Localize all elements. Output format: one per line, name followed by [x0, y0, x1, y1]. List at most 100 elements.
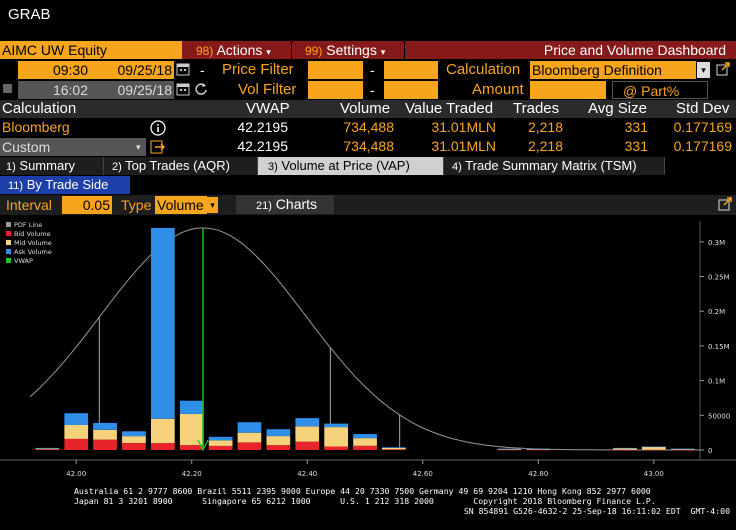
- calculation-select[interactable]: Bloomberg Definition: [530, 61, 696, 79]
- col-trades: Trades: [513, 100, 560, 117]
- tab-top-trades[interactable]: 2) Top Trades (AQR): [104, 157, 258, 175]
- bid-volume-bar: [179, 445, 204, 450]
- col-std-dev: Std Dev: [676, 100, 730, 117]
- mid-volume-bar: [266, 436, 291, 446]
- start-date-input[interactable]: 09/25/18: [92, 61, 174, 79]
- calculation-dropdown-button[interactable]: ▾: [697, 62, 710, 78]
- ask-volume-bar: [642, 446, 666, 448]
- y-tick-label: 0.25M: [708, 274, 730, 282]
- price-filter-max-input[interactable]: [384, 61, 438, 79]
- tab-summary[interactable]: 1) Summary: [0, 157, 104, 175]
- tab-trade-summary-matrix[interactable]: 4) Trade Summary Matrix (TSM): [444, 157, 665, 175]
- toolbar-divider: [291, 41, 292, 59]
- actions-menu-button[interactable]: 98) Actions ▾: [196, 41, 271, 61]
- ask-volume-bar: [295, 418, 320, 427]
- export-arrow-icon[interactable]: [150, 139, 166, 158]
- popout-icon[interactable]: [718, 197, 732, 214]
- settings-num: 99): [305, 44, 323, 58]
- ask-volume-bar: [353, 434, 377, 439]
- legend-swatch: [6, 222, 11, 227]
- tab-volume-at-price[interactable]: 3) Volume at Price (VAP): [258, 157, 444, 175]
- row-volume: 734,488: [343, 138, 394, 154]
- interval-input[interactable]: 0.05: [62, 196, 112, 214]
- calendar-icon[interactable]: [176, 82, 190, 99]
- end-time-input[interactable]: 16:02: [18, 81, 92, 99]
- bid-volume-bar: [353, 445, 377, 450]
- x-tick-label: 42.80: [528, 470, 548, 478]
- checkbox[interactable]: [3, 84, 12, 93]
- summary-table-header: Calculation VWAP Volume Value Traded Tra…: [0, 100, 736, 118]
- amount-input[interactable]: [530, 81, 606, 99]
- row-std-dev: 0.177169: [673, 138, 732, 154]
- y-tick-label: 0.15M: [708, 343, 730, 351]
- mid-volume-bar: [497, 449, 522, 450]
- info-icon[interactable]: [150, 120, 166, 139]
- tab-label: Summary: [19, 158, 76, 173]
- mid-volume-bar: [382, 447, 406, 450]
- mid-volume-bar: [64, 425, 89, 439]
- ask-volume-bar: [497, 448, 522, 450]
- mid-volume-bar: [237, 432, 262, 443]
- end-date-input[interactable]: 09/25/18: [92, 81, 174, 99]
- part-input[interactable]: @ Part%: [612, 81, 708, 99]
- bid-volume-bar: [208, 445, 233, 450]
- ask-volume-bar: [526, 448, 551, 450]
- row-avg-size: 331: [624, 119, 648, 135]
- dashboard-title: Price and Volume Dashboard: [543, 42, 726, 58]
- ask-volume-bar: [208, 436, 233, 441]
- refresh-icon[interactable]: [194, 82, 208, 99]
- settings-menu-button[interactable]: 99) Settings ▾: [305, 41, 385, 61]
- bid-volume-bar: [670, 449, 695, 451]
- legend-swatch: [6, 258, 11, 263]
- start-time-input[interactable]: 09:30: [18, 61, 92, 79]
- y-tick-label: 0.3M: [708, 239, 725, 247]
- bid-volume-bar: [35, 449, 60, 450]
- footer-line-1: Australia 61 2 9777 8600 Brazil 5511 239…: [74, 486, 651, 496]
- mid-volume-bar: [670, 449, 695, 450]
- row-calc: Custom: [2, 139, 51, 155]
- x-tick-label: 42.60: [413, 470, 433, 478]
- chevron-down-icon: ▾: [266, 47, 271, 57]
- ask-volume-bar: [93, 422, 117, 430]
- chevron-down-icon: ▾: [701, 65, 706, 75]
- price-filter-min-input[interactable]: [308, 61, 363, 79]
- vol-filter-min-input[interactable]: [308, 81, 363, 99]
- mid-volume-bar: [613, 448, 637, 450]
- calculation-label: Calculation: [446, 61, 521, 78]
- charts-button[interactable]: 21) Charts: [236, 195, 334, 214]
- ticker-field[interactable]: AIMC UW Equity: [0, 41, 182, 59]
- legend-swatch: [6, 240, 11, 245]
- table-row: Custom ▾ 42.2195 734,488 31.01MLN 2,218 …: [0, 138, 736, 156]
- legend-label: PDF Line: [14, 221, 42, 229]
- bid-volume-bar: [295, 441, 320, 450]
- interval-label: Interval: [6, 197, 52, 213]
- row-value-traded: 31.01MLN: [431, 119, 496, 135]
- bid-volume-bar: [497, 449, 522, 451]
- filter-row-end: 16:02 09/25/18 Vol Filter - Amount @ Par…: [0, 80, 736, 100]
- part-label: @ Part%: [623, 83, 680, 99]
- mid-volume-bar: [526, 449, 551, 450]
- col-vwap: VWAP: [246, 100, 290, 117]
- vol-filter-max-input[interactable]: [384, 81, 438, 99]
- x-tick-label: 42.20: [182, 470, 202, 478]
- tab-num: 4): [452, 161, 462, 173]
- custom-calc-select[interactable]: Custom: [0, 138, 146, 156]
- legend-label: Bid Volume: [14, 230, 51, 238]
- filter-row-start: 09:30 09/25/18 - Price Filter - Calculat…: [0, 60, 736, 80]
- type-select[interactable]: Volume: [155, 196, 207, 214]
- subtab-by-trade-side[interactable]: 11) By Trade Side: [0, 176, 130, 194]
- row-trades: 2,218: [527, 119, 563, 135]
- ask-volume-bar: [237, 422, 262, 433]
- ticker-text: AIMC UW Equity: [2, 42, 108, 58]
- actions-num: 98): [196, 44, 214, 58]
- col-calculation: Calculation: [2, 100, 77, 117]
- mid-volume-bar: [353, 438, 377, 446]
- tab-num: 3): [268, 161, 278, 173]
- calendar-icon[interactable]: [176, 62, 190, 79]
- ask-volume-bar: [670, 448, 695, 450]
- type-label: Type: [121, 197, 152, 213]
- mid-volume-bar: [35, 448, 60, 450]
- tab-num: 1): [6, 161, 16, 173]
- type-dropdown-button[interactable]: ▾: [207, 197, 218, 213]
- popout-icon[interactable]: [716, 62, 730, 79]
